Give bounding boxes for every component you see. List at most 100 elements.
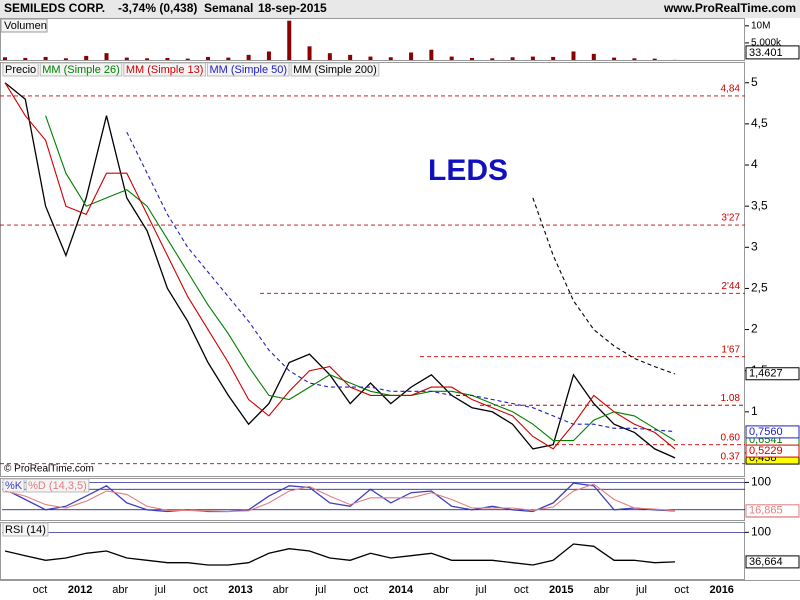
volume-bar — [43, 56, 48, 60]
volume-bar — [612, 57, 617, 60]
volume-bar — [490, 58, 495, 60]
y-tick-label: 4,5 — [751, 116, 768, 130]
last-label: 36,664 — [749, 556, 783, 568]
legend-entry: MM (Simple 13) — [126, 64, 204, 76]
volume-bar — [551, 56, 556, 60]
legend-box — [25, 478, 90, 493]
x-tick-label: jul — [635, 584, 647, 596]
date: 18-sep-2015 — [258, 1, 327, 15]
volume-panel — [0, 18, 745, 61]
legend-box — [123, 62, 206, 77]
volume-bar — [530, 56, 535, 60]
legend-entry: %D (14,3,5) — [28, 480, 87, 492]
last-box — [745, 555, 800, 569]
x-tick-label: 2014 — [389, 584, 414, 596]
volume-bar — [652, 58, 657, 60]
volume-bar — [591, 53, 596, 60]
y-tick-label: 4 — [751, 157, 758, 171]
panel-label: Volumen — [4, 20, 47, 32]
volume-bar — [307, 46, 312, 60]
x-tick-label: abr — [433, 584, 449, 596]
x-tick-label: jul — [154, 584, 166, 596]
x-tick-label: abr — [273, 584, 289, 596]
period: Semanal — [204, 1, 253, 15]
site: www.ProRealTime.com — [663, 1, 796, 15]
x-tick-label: abr — [112, 584, 128, 596]
series-line — [126, 131, 676, 433]
series-line — [4, 482, 676, 513]
legend-entry: %K — [5, 480, 23, 492]
last-box — [745, 425, 800, 439]
legend-entry: Precio — [5, 64, 36, 76]
volume-bar — [206, 56, 211, 60]
volume-bar — [510, 57, 515, 60]
volume-bar — [124, 57, 129, 60]
y-tick-label: 5.000k — [751, 38, 782, 49]
x-tick-label: abr — [593, 584, 609, 596]
last-box — [745, 367, 800, 381]
volume-bar — [348, 54, 353, 60]
legend-box — [2, 478, 25, 493]
level-label: 1.08 — [721, 393, 741, 404]
volume-bar — [84, 55, 89, 60]
legend-entry: MM (Simple 200) — [293, 64, 377, 76]
y-tick-label: 1 — [751, 404, 758, 418]
level-label: 4,84 — [721, 84, 741, 95]
y-tick-label: 100 — [751, 475, 771, 489]
annotation: LEDS — [428, 154, 508, 187]
y-tick-label: 3 — [751, 239, 758, 253]
series-line — [4, 82, 676, 459]
legend-box — [206, 62, 290, 77]
legend-box — [2, 522, 49, 537]
x-tick-label: oct — [193, 584, 208, 596]
x-tick-label: oct — [674, 584, 689, 596]
y-tick-label: 3,5 — [751, 198, 768, 212]
header-bar — [0, 0, 800, 18]
rsi-panel — [0, 522, 745, 580]
last-label: 1,4627 — [749, 368, 783, 380]
volume-bar — [409, 52, 414, 60]
x-tick-label: jul — [314, 584, 326, 596]
volume-bar — [23, 57, 28, 60]
y-tick-label: 100 — [751, 525, 771, 539]
volume-bar — [469, 57, 474, 60]
x-tick-label: oct — [514, 584, 529, 596]
level-label: 0.60 — [721, 432, 741, 443]
volume-bar — [287, 20, 292, 60]
x-tick-label: oct — [33, 584, 48, 596]
volume-bar — [327, 53, 332, 60]
legend-box — [2, 62, 39, 77]
x-tick-label: 2012 — [68, 584, 92, 596]
y-tick-label: 2 — [751, 322, 758, 336]
x-tick-label: jul — [475, 584, 487, 596]
last-box — [745, 45, 800, 60]
last-label: 33.401 — [749, 47, 783, 59]
volume-bar — [388, 57, 393, 60]
volume-bar — [226, 57, 231, 60]
x-tick-label: 2013 — [228, 584, 252, 596]
last-label: 0,7560 — [749, 426, 783, 438]
y-tick-label: 5 — [751, 75, 758, 89]
change: -3,74% (0,438) — [118, 1, 197, 15]
legend-box — [290, 62, 380, 77]
x-tick-label: 2016 — [709, 584, 733, 596]
x-tick-label: 2015 — [549, 584, 573, 596]
y-tick-label: 2,5 — [751, 281, 768, 295]
volume-bar — [104, 53, 109, 60]
volume-bar — [368, 56, 373, 60]
last-box — [745, 444, 800, 458]
volume-bar — [63, 58, 68, 60]
legend-box — [39, 62, 123, 77]
level-label: 1'67 — [721, 344, 740, 355]
last-label: 16,865 — [749, 505, 783, 517]
volume-bar — [571, 51, 576, 60]
volume-bar — [185, 58, 190, 60]
stoch-panel — [0, 478, 745, 521]
copyright: © ProRealTime.com — [4, 464, 94, 475]
x-tick-label: oct — [353, 584, 368, 596]
volume-bar — [266, 51, 271, 60]
last-label: 0,5229 — [749, 445, 783, 457]
level-label: 0.37 — [721, 451, 741, 462]
level-label: 3'27 — [721, 213, 740, 224]
